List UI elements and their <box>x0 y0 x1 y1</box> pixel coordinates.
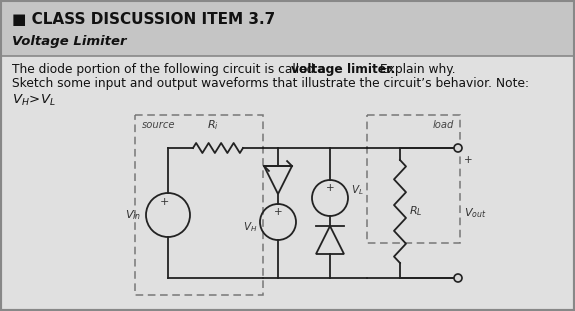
Text: $R_L$: $R_L$ <box>409 205 423 218</box>
Circle shape <box>454 274 462 282</box>
Text: voltage limiter.: voltage limiter. <box>291 63 395 77</box>
Text: $V_H$: $V_H$ <box>243 220 257 234</box>
Text: source: source <box>142 120 175 130</box>
Text: +: + <box>464 155 473 165</box>
Text: Voltage Limiter: Voltage Limiter <box>12 35 127 49</box>
Circle shape <box>454 144 462 152</box>
Text: +: + <box>159 197 168 207</box>
Text: load: load <box>432 120 454 130</box>
Text: Explain why.: Explain why. <box>376 63 455 77</box>
Text: $V_H\!>\!V_L$: $V_H\!>\!V_L$ <box>12 92 56 108</box>
Text: $V_{out}$: $V_{out}$ <box>464 206 486 220</box>
Text: $V_{in}$: $V_{in}$ <box>125 208 141 222</box>
Text: $R_i$: $R_i$ <box>207 118 219 132</box>
Text: Sketch some input and output waveforms that illustrate the circuit’s behavior. N: Sketch some input and output waveforms t… <box>12 77 529 91</box>
Text: $V_L$: $V_L$ <box>351 183 364 197</box>
Text: ■ CLASS DISCUSSION ITEM 3.7: ■ CLASS DISCUSSION ITEM 3.7 <box>12 12 275 27</box>
Text: +: + <box>274 207 282 217</box>
Text: +: + <box>325 183 334 193</box>
Bar <box>1 1 574 56</box>
Text: The diode portion of the following circuit is called a: The diode portion of the following circu… <box>12 63 329 77</box>
Bar <box>135 115 460 295</box>
